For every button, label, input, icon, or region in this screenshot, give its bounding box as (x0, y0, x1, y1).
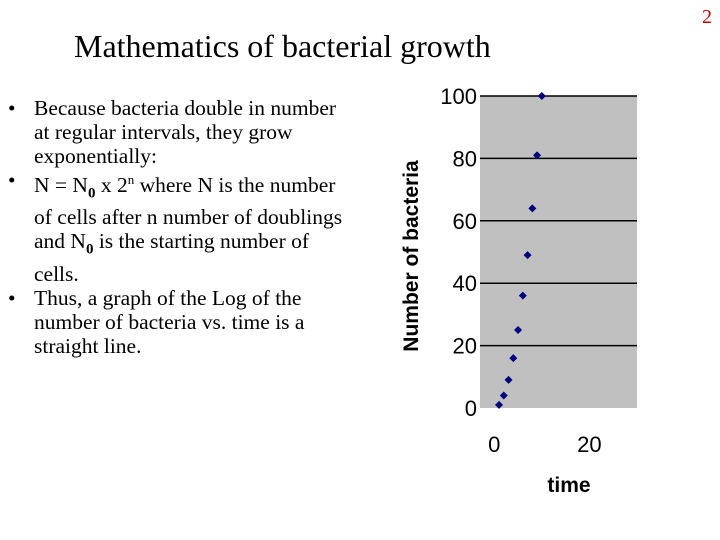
page-number: 2 (702, 6, 712, 28)
data-point (514, 326, 523, 334)
x-axis-label: time (547, 474, 590, 497)
formula-text: N = N (34, 173, 88, 198)
data-point (537, 92, 546, 100)
superscript-n: n (127, 172, 135, 187)
data-point (533, 151, 542, 160)
y-tick-label: 40 (453, 271, 477, 296)
bullet-item: Thus, a graph of the Log of the number o… (6, 286, 356, 358)
plot-area (480, 96, 637, 408)
bullet-text: Thus, a graph of the Log of the number o… (34, 285, 305, 358)
x-tick-label: 0 (488, 432, 500, 457)
y-tick-label: 80 (453, 146, 477, 171)
bullet-text: is the starting number of cells. (34, 229, 310, 286)
x-tick-label: 20 (577, 432, 601, 457)
y-axis-label: Number of bacteria (400, 160, 423, 352)
subscript-zero: 0 (85, 241, 94, 258)
data-point (495, 400, 504, 409)
bullet-text: Because bacteria double in number at reg… (34, 96, 337, 168)
y-tick-label: 0 (465, 396, 477, 421)
data-point (504, 375, 513, 384)
formula-text: x 2 (95, 173, 128, 198)
bullet-list: Because bacteria double in number at reg… (6, 96, 356, 358)
data-point (523, 251, 532, 260)
slide-title: Mathematics of bacterial growth (74, 28, 491, 64)
y-tick-label: 100 (440, 84, 477, 109)
y-tick-label: 20 (453, 334, 477, 359)
data-point (528, 204, 537, 213)
data-point (518, 291, 527, 300)
bullet-item: N = N0 x 2n where N is the number of cel… (6, 168, 356, 286)
bullet-text: where N is the number of cells after n n… (34, 173, 343, 254)
bullet-item: Because bacteria double in number at reg… (6, 96, 356, 168)
growth-scatter-chart: 0 20 40 60 80 100 0 20 Number of bacteria time (400, 84, 637, 497)
data-point (499, 391, 508, 400)
y-tick-label: 60 (453, 209, 477, 234)
subscript-zero: 0 (87, 185, 96, 202)
data-point (509, 354, 518, 363)
